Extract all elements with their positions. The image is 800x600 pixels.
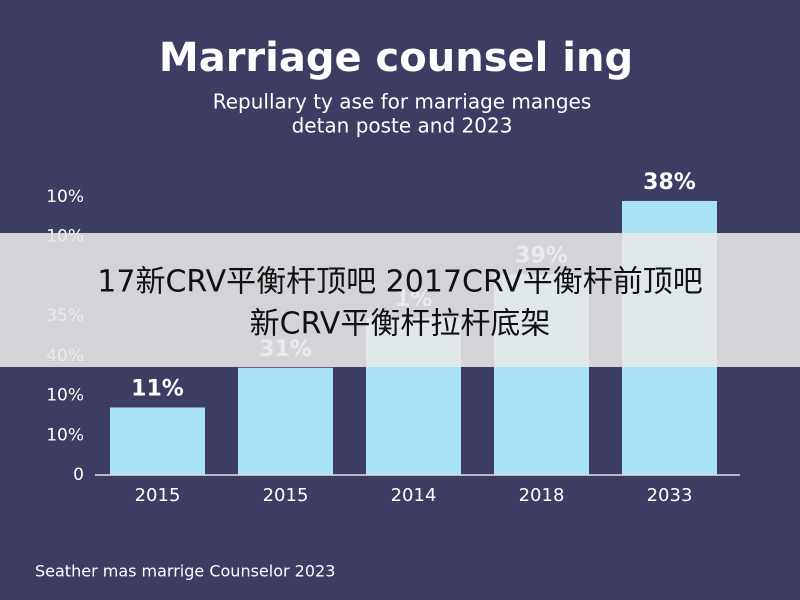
x-tick-label: 2015 bbox=[263, 485, 309, 506]
banner-text: 17新CRV平衡杆顶吧 2017CRV平衡杆前顶吧 bbox=[97, 265, 702, 300]
chart-subtitle: Repullary ty ase for marriage manges bbox=[213, 90, 592, 114]
y-tick-label: 10% bbox=[46, 425, 84, 445]
overlay-banner: 17新CRV平衡杆顶吧 2017CRV平衡杆前顶吧 新CRV平衡杆拉杆底架 bbox=[0, 233, 800, 367]
x-tick-label: 2018 bbox=[519, 485, 565, 506]
bar bbox=[110, 407, 205, 475]
value-label: 38% bbox=[643, 170, 696, 195]
banner-text: 新CRV平衡杆拉杆底架 bbox=[250, 307, 551, 342]
banner-background bbox=[0, 233, 800, 367]
x-tick-label: 2033 bbox=[647, 485, 693, 506]
x-tick-label: 2014 bbox=[391, 485, 437, 506]
chart-title: Marriage counsel ing bbox=[159, 35, 633, 81]
y-tick-label: 10% bbox=[46, 187, 84, 207]
x-tick-label: 2015 bbox=[135, 485, 181, 506]
source-note: Seather mas marrige Counselor 2023 bbox=[35, 562, 335, 581]
chart-subtitle: detan poste and 2023 bbox=[292, 114, 513, 138]
y-tick-label: 10% bbox=[46, 386, 84, 406]
value-label: 11% bbox=[131, 376, 184, 401]
y-tick-label: 0 bbox=[73, 465, 84, 485]
bar bbox=[238, 367, 333, 475]
